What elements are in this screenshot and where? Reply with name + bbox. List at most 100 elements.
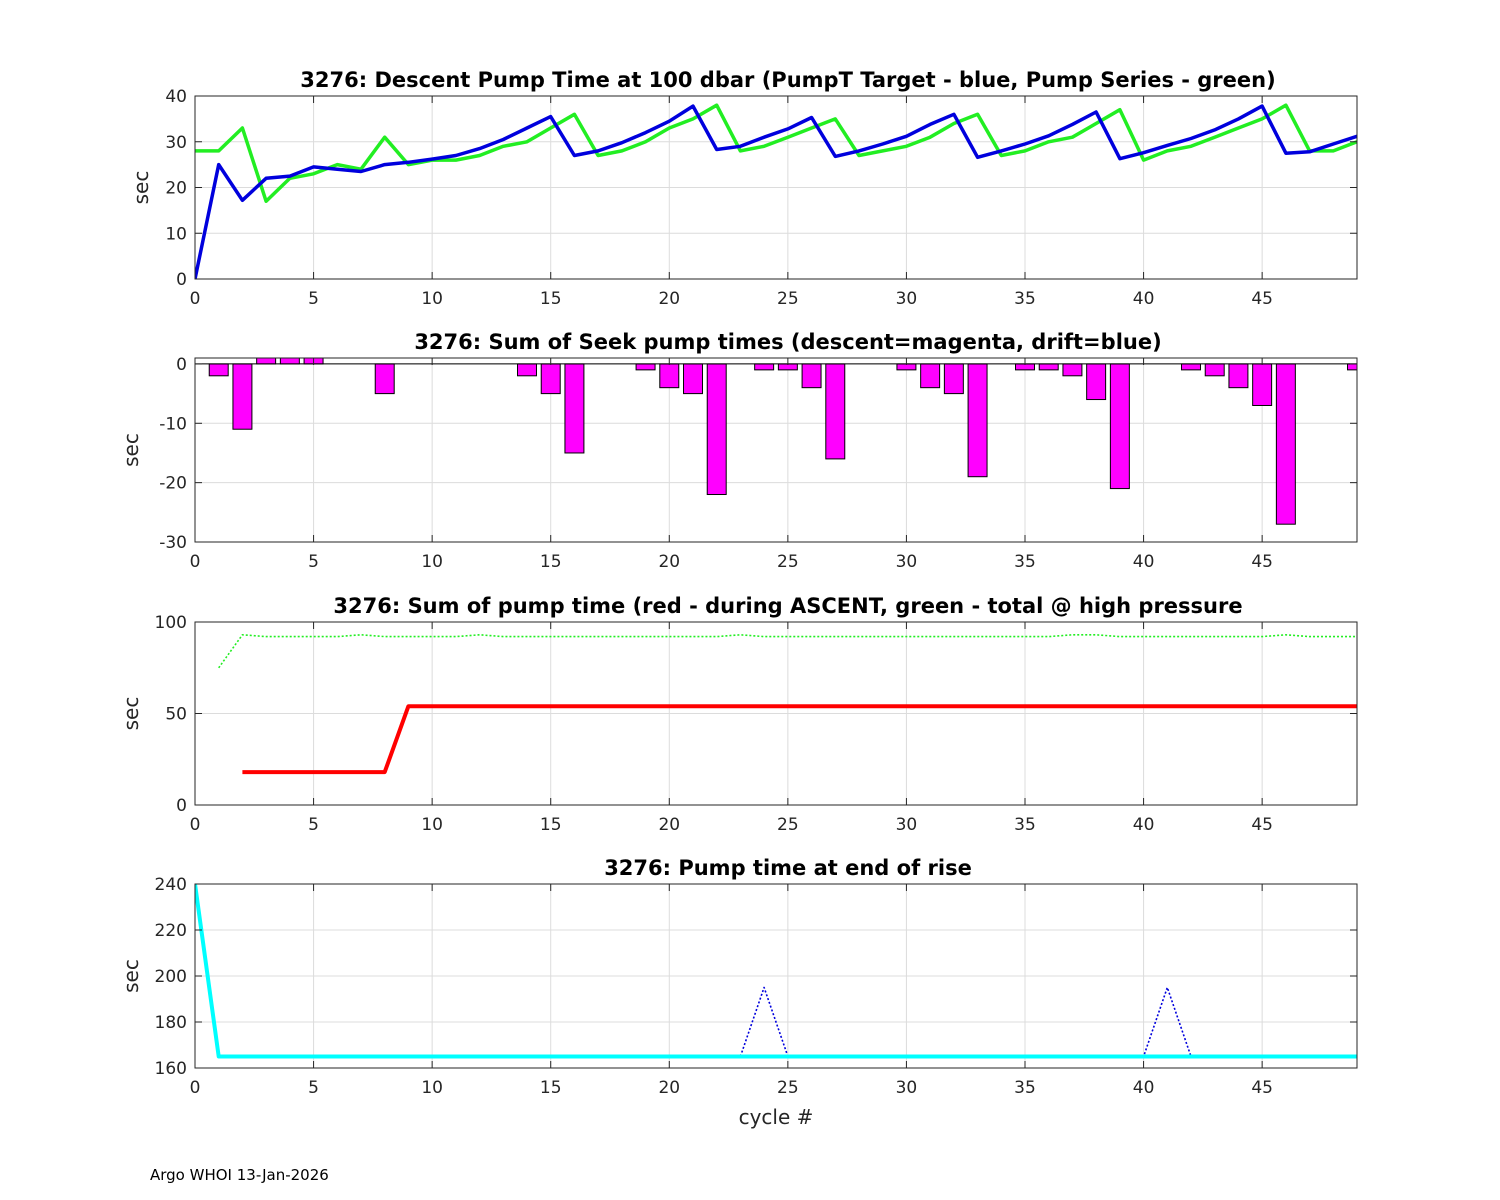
x-tick-label: 45: [1251, 1078, 1273, 1098]
bar: [967, 363, 988, 478]
y-axis-label: sec: [129, 171, 153, 205]
x-tick-label: 5: [308, 1078, 319, 1098]
bar: [279, 358, 300, 365]
y-tick-label: 200: [155, 967, 187, 987]
x-tick-label: 35: [1014, 552, 1036, 572]
bar: [232, 363, 253, 430]
x-tick-label: 35: [1014, 289, 1036, 309]
y-tick-label: 20: [165, 179, 187, 199]
bar: [1252, 363, 1273, 406]
plot-area: [195, 358, 1357, 542]
y-tick-label: 0: [176, 270, 187, 290]
y-tick-label: 100: [155, 613, 187, 633]
bar: [1228, 363, 1249, 389]
y-axis-label: sec: [119, 697, 143, 731]
bar: [659, 363, 680, 389]
y-tick-label: 220: [155, 921, 187, 941]
bar: [683, 363, 703, 395]
y-tick-label: 0: [176, 796, 187, 816]
y-tick-label: -20: [159, 474, 187, 494]
x-tick-label: 40: [1133, 815, 1155, 835]
data-layer: [195, 884, 1357, 1059]
x-axis-label: cycle #: [739, 1105, 814, 1129]
bar: [825, 363, 846, 460]
footer-text: Argo WHOI 13-Jan-2026: [150, 1166, 329, 1184]
x-tick-label: 0: [190, 1078, 201, 1098]
x-tick-label: 30: [896, 289, 918, 309]
axes-frame: [194, 357, 1358, 543]
data-layer: [218, 633, 1357, 775]
x-tick-label: 25: [777, 289, 799, 309]
x-tick-label: 15: [540, 289, 562, 309]
y-tick-label: -10: [159, 414, 187, 434]
x-tick-label: 45: [1251, 815, 1273, 835]
bar: [1275, 363, 1296, 525]
x-tick-label: 25: [777, 552, 799, 572]
y-tick-label: 30: [165, 133, 187, 153]
bar: [1181, 363, 1201, 371]
x-tick-label: 0: [190, 289, 201, 309]
x-tick-label: 45: [1251, 552, 1273, 572]
x-tick-label: 15: [540, 815, 562, 835]
x-tick-label: 30: [896, 552, 918, 572]
bar: [564, 363, 585, 454]
bar: [1062, 363, 1083, 377]
x-tick-label: 20: [658, 1078, 680, 1098]
y-tick-label: 160: [155, 1059, 187, 1079]
x-tick-label: 35: [1014, 815, 1036, 835]
bar: [920, 363, 941, 389]
chart-title: 3276: Sum of pump time (red - during ASC…: [333, 594, 1242, 618]
x-tick-label: 10: [421, 815, 443, 835]
bar: [1204, 363, 1225, 377]
bar: [1086, 363, 1107, 401]
series-line-1: [195, 103, 1357, 203]
x-tick-label: 30: [896, 1078, 918, 1098]
series-line-2: [195, 884, 1357, 1059]
chart-title: 3276: Descent Pump Time at 100 dbar (Pum…: [300, 68, 1275, 92]
x-tick-label: 40: [1133, 1078, 1155, 1098]
x-tick-label: 25: [777, 1078, 799, 1098]
y-tick-label: 180: [155, 1013, 187, 1033]
x-tick-label: 30: [896, 815, 918, 835]
x-tick-label: 40: [1133, 552, 1155, 572]
x-tick-label: 20: [658, 552, 680, 572]
x-tick-label: 0: [190, 552, 201, 572]
bar: [635, 363, 656, 371]
x-tick-label: 35: [1014, 1078, 1036, 1098]
chart-title: 3276: Pump time at end of rise: [604, 856, 972, 880]
x-tick-label: 5: [308, 289, 319, 309]
series-line-2: [195, 104, 1357, 279]
y-axis-label: sec: [119, 433, 143, 467]
y-tick-label: 240: [155, 875, 187, 895]
series-line-2: [242, 704, 1357, 775]
bar: [754, 363, 775, 371]
y-tick-label: 50: [165, 705, 187, 725]
x-tick-label: 5: [308, 552, 319, 572]
bar: [1109, 363, 1130, 490]
y-tick-label: 40: [165, 87, 187, 107]
x-tick-label: 15: [540, 552, 562, 572]
subplot-2: 0 5 10 15 20 25 30 35 40 45 0 -10 -20 -30 3276: Sum of…: [119, 330, 1358, 572]
subplot-1: 0 5 10 15 20 25 30 35 40 45 0 10 20 30 40 3276: Descent…: [129, 68, 1358, 309]
subplot-3: 0 5 10 15 20 25 30 35 40 45 0 50 100 3276: Sum of pum…: [119, 594, 1358, 835]
x-tick-label: 20: [658, 289, 680, 309]
x-tick-label: 40: [1133, 289, 1155, 309]
x-tick-label: 20: [658, 815, 680, 835]
x-tick-label: 25: [777, 815, 799, 835]
x-tick-label: 45: [1251, 289, 1273, 309]
x-tick-label: 0: [190, 815, 201, 835]
subplot-4: 0 5 10 15 20 25 30 35 40 45 160 180 200 220 240 3276: P…: [119, 856, 1358, 1129]
bar: [706, 363, 727, 496]
bar: [374, 363, 395, 395]
bar: [1038, 363, 1059, 371]
bar: [801, 363, 822, 389]
x-tick-label: 10: [421, 1078, 443, 1098]
x-tick-label: 5: [308, 815, 319, 835]
bar: [256, 358, 277, 365]
bar: [208, 363, 229, 377]
chart-title: 3276: Sum of Seek pump times (descent=ma…: [414, 330, 1161, 354]
data-layer: [195, 103, 1357, 279]
bar: [943, 363, 964, 395]
y-tick-label: 10: [165, 224, 187, 244]
